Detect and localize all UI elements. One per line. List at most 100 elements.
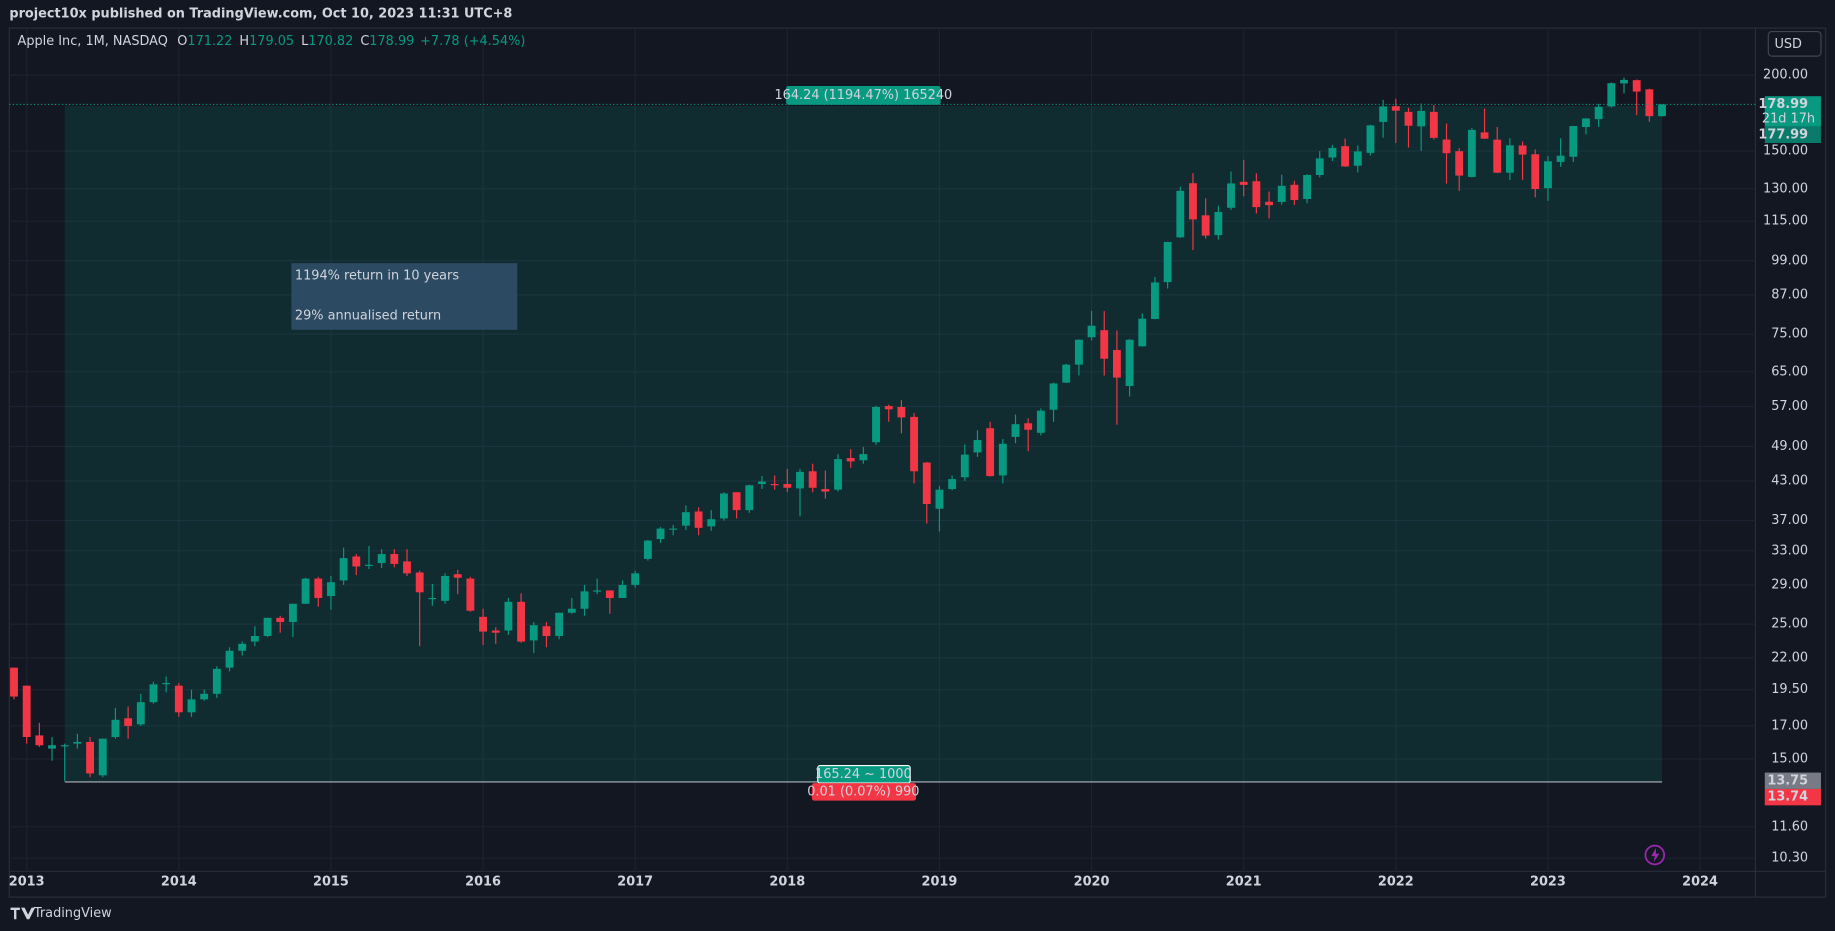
candle-body xyxy=(580,591,589,609)
candle-body xyxy=(22,685,31,738)
alert-icon[interactable] xyxy=(1644,844,1666,866)
candle-body xyxy=(872,406,880,443)
candle-body xyxy=(846,458,855,462)
candle-body xyxy=(808,471,817,488)
plot-layer: 200.00 150.00 130.00 115.00 99.00 87.00 75.00 6… xyxy=(9,28,1821,889)
candle-body xyxy=(162,683,171,685)
candle-body xyxy=(1366,125,1375,153)
candle-body xyxy=(732,492,741,511)
measure-high-label: 177.99 xyxy=(1758,127,1808,142)
candle-body xyxy=(960,454,969,478)
candle-body xyxy=(390,554,399,564)
note-text: 29% annualised return xyxy=(295,308,441,323)
last-price-label: 178.99 xyxy=(1758,97,1808,112)
candle-body xyxy=(1265,201,1273,206)
measure-high-label-box xyxy=(1764,126,1821,144)
candle-body xyxy=(1011,424,1020,437)
y-tick-label: 19.50 xyxy=(1771,682,1808,697)
y-tick-label: 130.00 xyxy=(1763,181,1808,196)
candle-body xyxy=(200,693,209,700)
candle-body xyxy=(187,699,196,713)
candle-body xyxy=(1315,158,1324,175)
x-tick-label: 2024 xyxy=(1682,874,1718,889)
candle-body xyxy=(1594,106,1603,120)
candle-body xyxy=(1227,183,1235,208)
currency-button[interactable] xyxy=(1767,30,1822,57)
candle-body xyxy=(1201,215,1210,236)
candle-body xyxy=(1189,183,1197,220)
candle-body xyxy=(1645,89,1654,117)
y-tick-label: 43.00 xyxy=(1771,473,1808,488)
candle-body xyxy=(1480,132,1489,139)
legend-change: +7.78 (+4.54%) xyxy=(420,33,525,48)
measure-small-label-box xyxy=(1764,788,1821,806)
candle-body xyxy=(1544,161,1552,189)
candle-body xyxy=(504,601,513,631)
candle-body xyxy=(910,416,919,472)
y-tick-label: 10.30 xyxy=(1771,851,1808,866)
candle-body xyxy=(656,528,665,540)
candle-body xyxy=(1074,339,1083,365)
candle-body xyxy=(428,597,437,600)
candle-body xyxy=(1214,211,1223,236)
brand-logo[interactable] xyxy=(10,907,36,920)
candle-body xyxy=(174,685,183,713)
candle-body xyxy=(1658,104,1666,117)
candle-body xyxy=(111,719,120,738)
note-box xyxy=(291,263,518,330)
candle-body xyxy=(48,745,56,749)
x-tick-label: 2014 xyxy=(161,874,197,889)
brand-name[interactable]: TradingView xyxy=(33,906,112,921)
candle-body xyxy=(605,590,614,598)
x-tick-label: 2015 xyxy=(313,874,349,889)
candle-body xyxy=(149,684,158,703)
measure-area xyxy=(64,105,1663,782)
small-measure-box xyxy=(811,783,917,801)
currency-label[interactable]: USD xyxy=(1774,37,1802,52)
x-tick-label: 2020 xyxy=(1074,874,1110,889)
candle-body xyxy=(1607,83,1616,107)
legend-open: 171.22 xyxy=(187,33,232,48)
x-tick-label: 2022 xyxy=(1378,874,1414,889)
range-label: 165.24 ~ 1000 xyxy=(815,767,912,782)
candle-body xyxy=(821,489,830,492)
y-tick-label: 75.00 xyxy=(1771,327,1808,342)
candle-body xyxy=(403,561,411,574)
candle-body xyxy=(136,702,145,725)
legend-o: O xyxy=(177,33,187,48)
candle-body xyxy=(1620,79,1628,84)
legend-c: C xyxy=(360,33,369,48)
y-tick-label: 29.00 xyxy=(1771,577,1808,592)
candle-body xyxy=(1455,151,1464,176)
candle-body xyxy=(1112,350,1121,378)
candle-body xyxy=(922,462,931,505)
candle-body xyxy=(86,741,95,774)
measure-low-label-box xyxy=(1764,772,1821,789)
candle-body xyxy=(1049,383,1058,410)
last-price-label-box xyxy=(1764,96,1821,113)
candle-body xyxy=(1493,139,1502,173)
x-tick-label: 2021 xyxy=(1226,874,1262,889)
candle-body xyxy=(1467,129,1476,177)
candle-body xyxy=(593,590,602,592)
candle-body xyxy=(529,625,538,641)
y-tick-label: 57.00 xyxy=(1771,399,1808,414)
candle-body xyxy=(1505,145,1514,173)
candle-body xyxy=(466,578,475,611)
candle-body xyxy=(973,440,982,453)
candle-body xyxy=(1303,174,1312,199)
candle-body xyxy=(1328,147,1337,158)
candle-body xyxy=(783,484,792,488)
candle-body xyxy=(796,471,804,489)
measure-label-box xyxy=(786,86,941,105)
candle-body xyxy=(124,718,133,726)
candle-body xyxy=(1252,181,1261,208)
y-tick-label: 150.00 xyxy=(1763,144,1808,159)
candle-body xyxy=(897,406,906,418)
candle-body xyxy=(1277,185,1286,202)
candle-body xyxy=(998,443,1007,476)
x-tick-label: 2019 xyxy=(922,874,958,889)
candle-body xyxy=(365,564,373,566)
candle-body xyxy=(1151,282,1159,320)
